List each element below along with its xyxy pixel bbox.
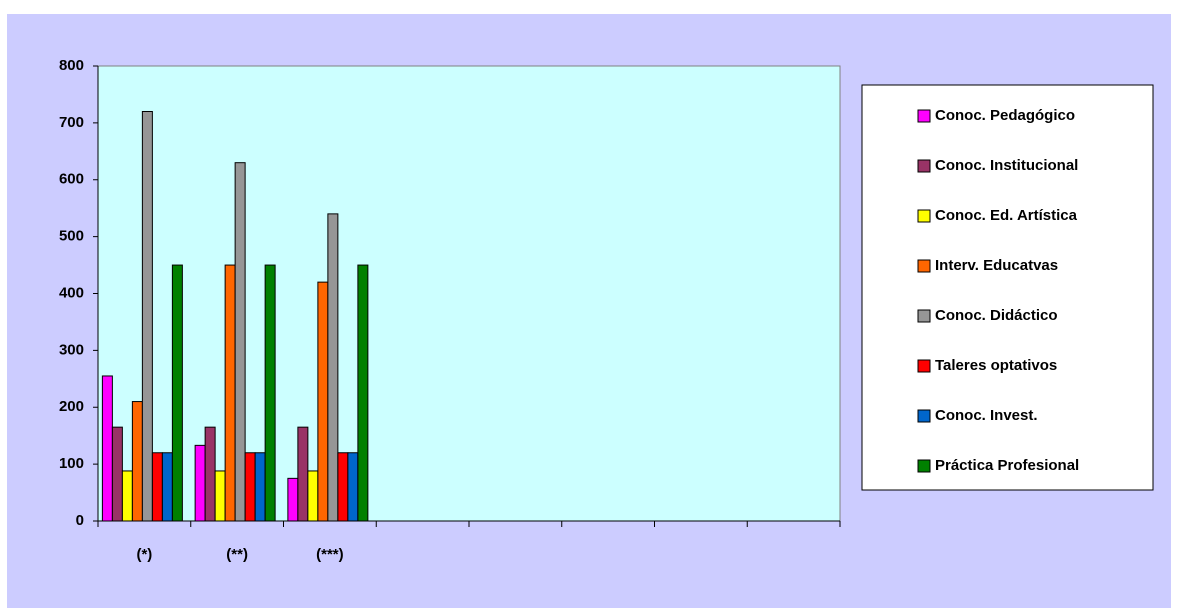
bar — [287, 477, 299, 522]
legend-swatch — [917, 409, 931, 423]
plot-area — [97, 65, 841, 522]
y-tick-label: 800 — [59, 57, 84, 74]
legend-swatch — [917, 309, 931, 323]
x-tick-label: (*) — [136, 546, 152, 563]
bar — [171, 264, 183, 522]
bar — [234, 162, 246, 522]
bar — [254, 452, 266, 522]
bar — [214, 470, 226, 522]
bar — [194, 444, 206, 522]
legend-label: Conoc. Didáctico — [935, 307, 1058, 324]
y-tick-label: 200 — [59, 398, 84, 415]
bar — [151, 452, 163, 522]
bar — [111, 426, 123, 522]
legend-label: Conoc. Institucional — [935, 157, 1078, 174]
legend-swatch — [917, 159, 931, 173]
bar — [131, 401, 143, 522]
bar — [244, 452, 256, 522]
legend-label: Conoc. Ed. Artística — [935, 207, 1078, 224]
bar — [317, 281, 329, 522]
bar — [337, 452, 349, 522]
bar — [347, 452, 359, 522]
legend-label: Taleres optativos — [935, 357, 1057, 374]
bar — [297, 426, 309, 522]
bar — [224, 264, 236, 522]
y-tick-label: 600 — [59, 171, 84, 188]
legend-swatch — [917, 109, 931, 123]
y-tick-label: 400 — [59, 284, 84, 301]
legend-label: Interv. Educatvas — [935, 257, 1058, 274]
y-tick-label: 500 — [59, 228, 84, 245]
legend-label: Conoc. Invest. — [935, 407, 1038, 424]
bar — [264, 264, 276, 522]
bar — [101, 375, 113, 522]
legend-swatch — [917, 459, 931, 473]
bar — [357, 264, 369, 522]
bar — [327, 213, 339, 522]
y-tick-label: 700 — [59, 114, 84, 131]
y-tick-label: 100 — [59, 455, 84, 472]
legend-swatch — [917, 259, 931, 273]
legend-label: Conoc. Pedagógico — [935, 107, 1075, 124]
y-tick-label: 300 — [59, 341, 84, 358]
legend-box — [861, 84, 1154, 491]
bar — [204, 426, 216, 522]
x-tick-label: (**) — [226, 546, 248, 563]
y-tick-label: 0 — [76, 512, 84, 529]
legend-swatch — [917, 209, 931, 223]
legend-swatch — [917, 359, 931, 373]
bar — [161, 452, 173, 522]
legend-label: Práctica Profesional — [935, 457, 1079, 474]
bar — [121, 470, 133, 522]
x-tick-label: (***) — [316, 546, 344, 563]
bar — [141, 111, 153, 522]
bar — [307, 470, 319, 522]
